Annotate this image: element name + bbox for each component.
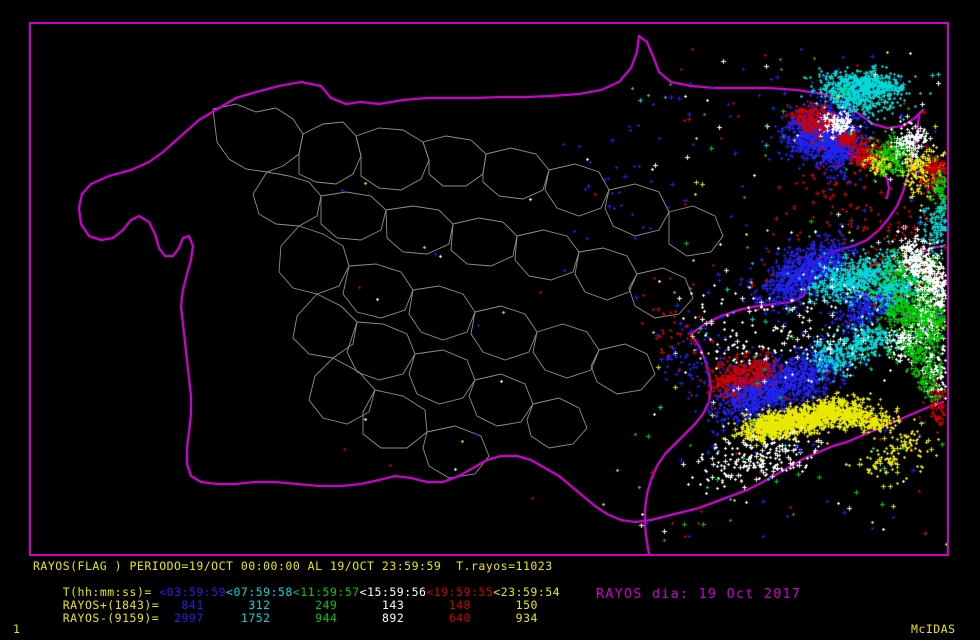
map-frame [29, 22, 949, 556]
frame-number: 1 [13, 622, 20, 636]
legend-time-bin-6: <23:59:54 [493, 585, 561, 599]
legend-time-bin-1: <03:59:59 [159, 585, 227, 599]
legend-time-bin-2: <07:59:58 [226, 585, 293, 599]
legend-time-bin-4: <15:59:56 [359, 585, 427, 599]
legend-negative-label: RAYOS-(9159)= [62, 611, 160, 625]
legend-positive-bin-6: 150 [515, 598, 538, 612]
legend-time-row: T(hh:mm:ss)= <03:59:59<07:59:58<11:59:57… [33, 573, 560, 612]
brand-label: McIDAS [911, 622, 956, 636]
legend-negative-row: RAYOS-(9159)= 2997 1752 944 892 640 934 [33, 599, 538, 638]
legend-header: RAYOS(FLAG ) PERIODO=19/OCT 00:00:00 AL … [33, 559, 553, 573]
legend-positive-bin-3: 249 [315, 598, 338, 612]
map-title: RAYOS dia: 19 Oct 2017 [596, 586, 802, 602]
legend-negative-bin-1: 2997 [174, 611, 204, 625]
legend-positive-row: RAYOS+(1843)= 841 312 249 143 148 150 [33, 586, 538, 625]
legend-positive-bin-4: 143 [381, 598, 405, 612]
legend-positive-bin-1: 841 [181, 598, 204, 612]
legend-positive-bin-5: 148 [448, 598, 472, 612]
legend-negative-bin-4: 892 [381, 611, 405, 625]
legend-negative-bin-5: 640 [448, 611, 472, 625]
legend-positive-bin-2: 312 [248, 598, 271, 612]
lightning-strike-layer [31, 24, 947, 554]
legend-negative-bin-2: 1752 [240, 611, 271, 625]
legend-time-bin-3: <11:59:57 [292, 585, 360, 599]
legend-negative-bin-3: 944 [315, 611, 338, 625]
legend-time-bin-5: <19:59:55 [426, 585, 494, 599]
legend-time-label: T(hh:mm:ss)= [62, 585, 152, 599]
legend-negative-bin-6: 934 [515, 611, 538, 625]
legend-positive-label: RAYOS+(1843)= [62, 598, 160, 612]
